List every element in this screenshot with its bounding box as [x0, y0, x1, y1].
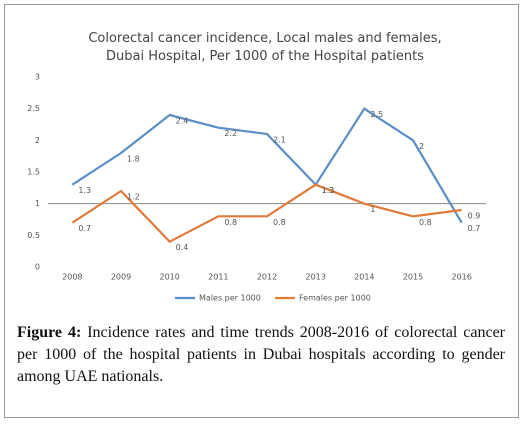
x-tick-label: 2009 — [111, 273, 131, 282]
caption-label: Figure 4: — [17, 324, 82, 341]
data-label: 2 — [419, 142, 424, 151]
y-tick-label: 1 — [35, 199, 40, 208]
data-label: 2.1 — [273, 136, 286, 145]
y-tick-label: 3 — [35, 73, 40, 82]
caption: Figure 4: Incidence rates and time trend… — [17, 322, 505, 388]
data-label: 2.4 — [176, 117, 189, 126]
legend-label: Females per 1000 — [299, 294, 371, 303]
series-line — [71, 107, 463, 224]
data-label: 1.8 — [127, 155, 140, 164]
y-tick-label: 2 — [35, 136, 40, 145]
data-label: 0.8 — [419, 218, 432, 227]
caption-text: Incidence rates and time trends 2008-201… — [17, 324, 506, 385]
y-tick-label: 2.5 — [27, 104, 40, 113]
x-tick-label: 2010 — [159, 273, 179, 282]
figure-frame — [4, 4, 519, 418]
data-label: 0.7 — [468, 224, 481, 233]
data-label: 0.7 — [78, 224, 91, 233]
x-tick-label: 2008 — [62, 273, 82, 282]
data-label: 2.2 — [224, 129, 237, 138]
data-label: 1.3 — [322, 186, 335, 195]
data-label: 0.4 — [176, 243, 189, 252]
x-tick-label: 2011 — [208, 273, 228, 282]
series-line — [71, 183, 462, 244]
data-label: 0.8 — [224, 218, 237, 227]
chart-title: Colorectal cancer incidence, Local males… — [88, 31, 442, 64]
data-label: 1.2 — [127, 193, 140, 202]
data-label: 0.9 — [468, 212, 481, 221]
x-tick-label: 2015 — [403, 273, 423, 282]
x-tick-label: 2016 — [451, 273, 471, 282]
x-tick-label: 2012 — [257, 273, 277, 282]
data-label: 0.8 — [273, 218, 286, 227]
y-tick-label: 0.5 — [27, 231, 40, 240]
x-tick-label: 2014 — [354, 273, 374, 282]
legend-label: Males per 1000 — [199, 294, 261, 303]
data-label: 1 — [370, 205, 375, 214]
y-tick-label: 0 — [35, 263, 40, 272]
data-label: 1.3 — [78, 186, 91, 195]
x-tick-label: 2013 — [305, 273, 325, 282]
y-tick-label: 1.5 — [27, 168, 40, 177]
data-label: 2.5 — [370, 110, 383, 119]
